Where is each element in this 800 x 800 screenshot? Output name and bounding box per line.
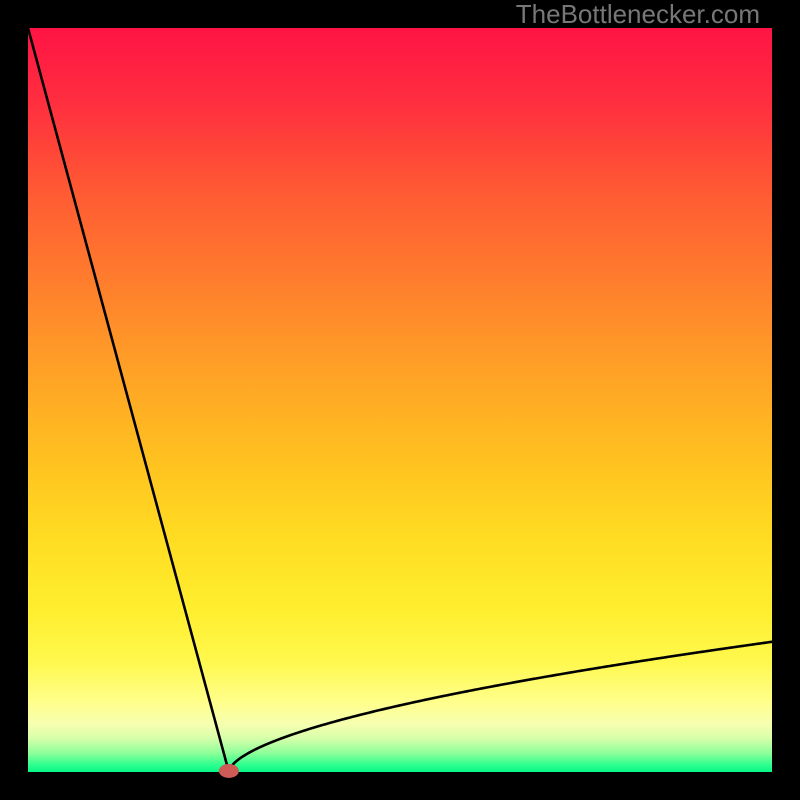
watermark-text: TheBottlenecker.com xyxy=(516,0,760,29)
minimum-marker xyxy=(219,764,239,778)
